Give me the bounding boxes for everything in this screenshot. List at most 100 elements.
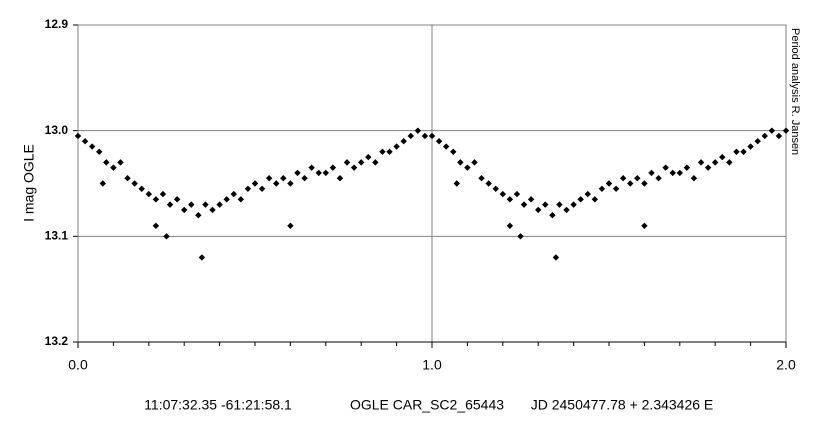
data-point [287,222,294,229]
y-tick-label: 12.9 [45,17,69,31]
data-point [527,196,535,203]
data-point [96,148,103,155]
data-point [301,175,308,182]
data-point [584,190,591,198]
data-point [552,254,560,261]
data-point [499,190,506,198]
data-point [365,153,372,161]
data-point [591,196,599,203]
data-point [117,159,124,166]
y-tick-label: 13.2 [45,334,69,348]
y-tick-label: 13.0 [45,123,69,137]
data-point [641,222,648,229]
data-point [450,148,457,155]
data-point [517,233,524,240]
data-point [683,164,691,171]
data-point [435,138,443,145]
data-point [506,222,514,229]
data-point [198,254,206,261]
data-point [775,132,783,140]
data-point [619,175,627,182]
data-point [733,148,740,155]
data-point [428,132,436,140]
data-point [336,175,344,182]
side-note: Period analysis R. Jansen [789,28,801,155]
data-point [273,180,280,187]
data-point [740,148,747,155]
data-point [662,164,669,171]
data-point [747,143,754,150]
annotation: OGLE CAR_SC2_65443 [350,397,504,413]
data-point [88,143,96,150]
x-tick-label: 0.0 [68,357,88,373]
data-point [655,175,662,182]
data-point [520,201,528,208]
data-point [216,201,223,208]
data-point [577,196,584,203]
data-point [237,196,245,203]
data-point [315,169,322,177]
data-point [244,185,252,192]
data-point [676,169,683,177]
data-point [761,132,768,140]
data-point [124,175,131,182]
data-point [152,196,160,203]
data-point [719,153,726,161]
data-point [350,164,358,171]
x-tick-label: 2.0 [776,357,796,373]
data-point [308,164,315,171]
annotation: 11:07:32.35 -61:21:58.1 [144,397,292,413]
y-axis-title: I mag OGLE [21,144,37,222]
data-point [641,180,648,187]
data-point [542,201,549,208]
data-point [556,201,563,208]
data-point [166,201,174,208]
data-point [163,233,170,240]
data-point [287,180,294,187]
data-point [513,190,521,198]
data-point [549,212,556,219]
data-point [99,180,106,187]
data-point [506,196,514,203]
data-point [634,175,641,182]
data-point [251,180,259,187]
data-point [464,164,471,171]
data-point [669,169,676,177]
data-point [195,212,202,219]
data-point [258,185,266,192]
data-point [421,132,429,140]
data-point [181,206,188,214]
data-point [471,159,478,166]
data-point [343,159,351,166]
data-point [768,127,776,134]
data-point [202,201,209,208]
data-point [81,138,89,145]
data-point [110,164,117,171]
data-point [322,169,329,177]
data-point [697,159,705,166]
data-point [74,132,82,140]
data-point [712,159,719,166]
data-point [372,159,379,166]
data-point [209,206,216,214]
data-point [570,201,577,208]
annotation: JD 2450477.78 + 2.343426 E [531,397,714,413]
data-point [563,206,570,214]
data-point [627,180,634,187]
data-point [704,164,712,171]
data-point [230,190,237,198]
data-point [159,190,167,198]
data-point [223,196,230,203]
x-tick-label: 1.0 [422,357,442,373]
data-point [485,180,492,187]
data-point [138,185,145,192]
data-point [407,132,414,140]
data-point [379,148,386,155]
data-point [442,143,450,150]
data-point [188,201,195,208]
data-point [280,175,287,182]
data-point [131,180,138,187]
data-point [598,185,606,192]
data-point [690,175,698,182]
